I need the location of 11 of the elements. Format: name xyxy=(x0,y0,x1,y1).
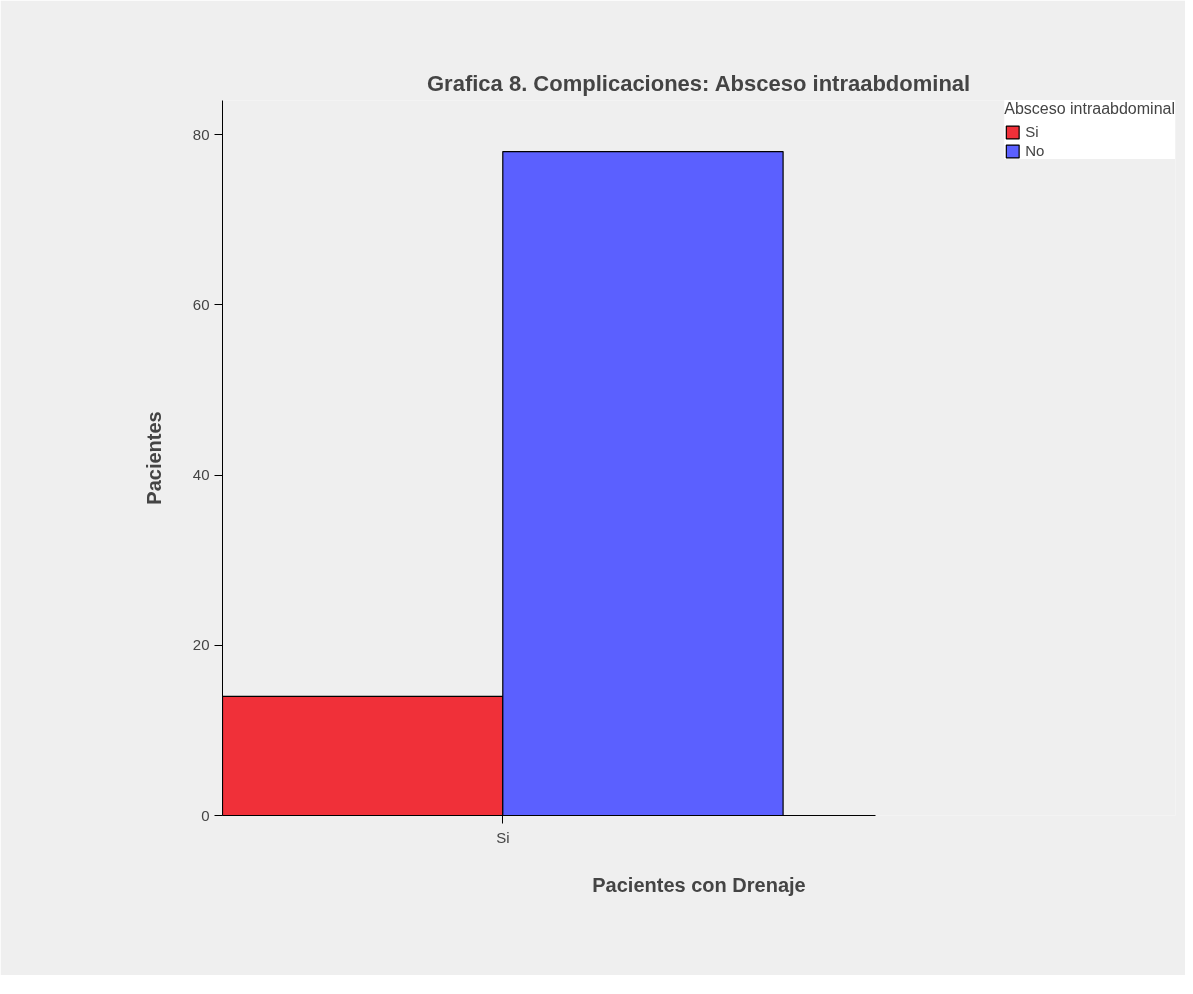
x-axis-title: Pacientes con Drenaje xyxy=(592,873,806,896)
y-tick-label: 40 xyxy=(192,466,210,484)
y-tick-label: 20 xyxy=(192,636,210,654)
y-tick-label: 60 xyxy=(192,295,210,313)
y-tick-label: 80 xyxy=(192,125,210,143)
legend-title: Absceso intraabdominal xyxy=(1004,100,1175,118)
legend-label: Si xyxy=(1025,123,1040,140)
chart-title: Grafica 8. Complicaciones: Absceso intraabdominal xyxy=(426,70,971,96)
y-tick-label: 0 xyxy=(201,806,210,824)
legend-label: No xyxy=(1025,142,1046,159)
y-axis-title: Pacientes xyxy=(142,411,165,505)
